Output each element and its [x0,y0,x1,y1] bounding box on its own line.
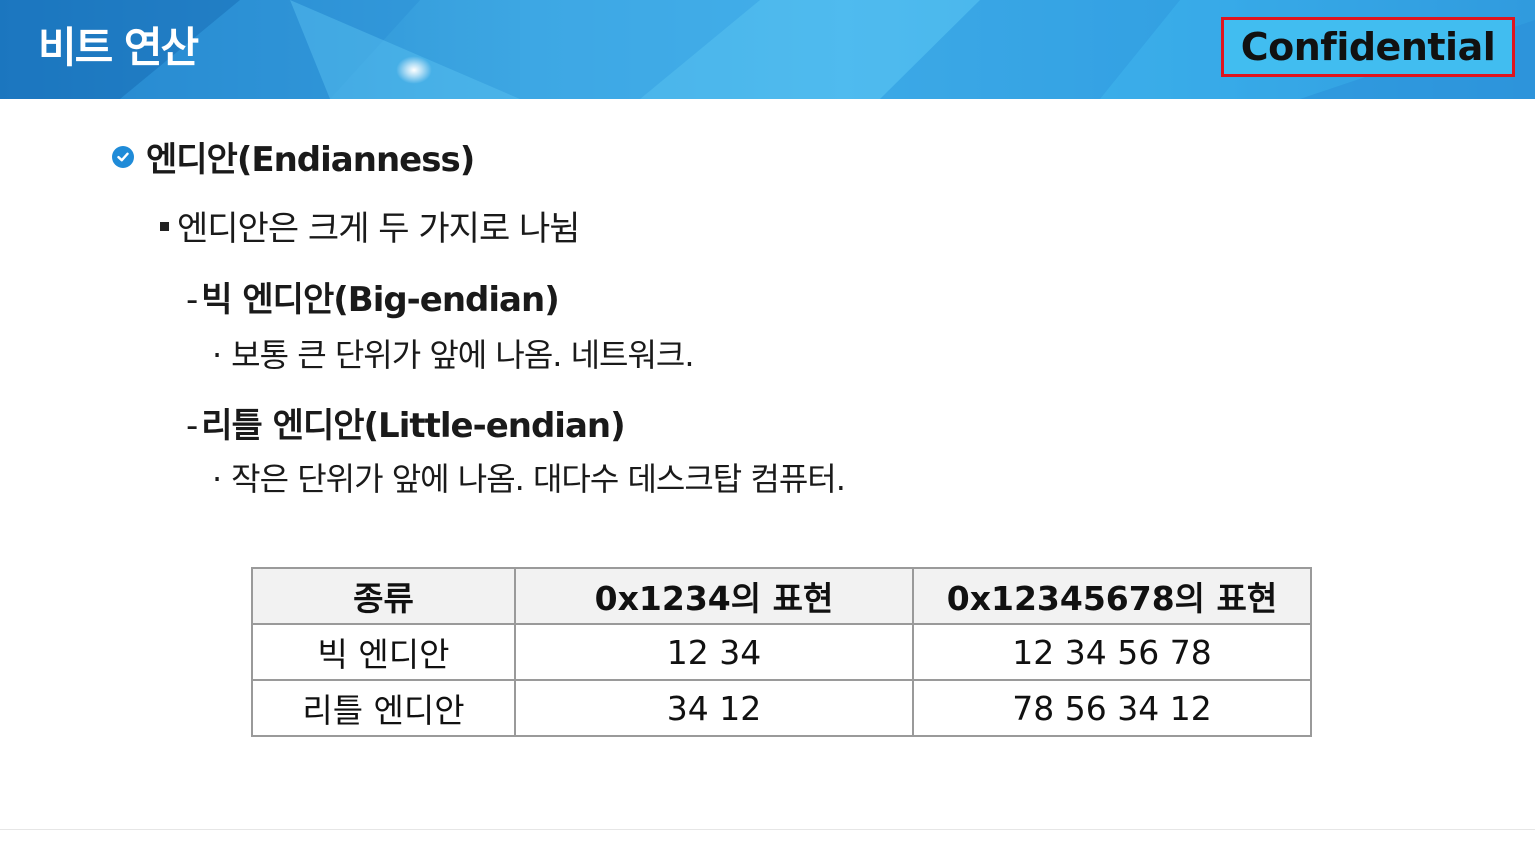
table-cell: 리틀 엔디안 [251,679,516,737]
dot-marker: · [212,336,222,374]
table-cell: 34 12 [514,679,914,737]
header-cell-0x12345678: 0x12345678의 표현 [912,567,1312,625]
little-endian-title: - 리틀 엔디안(Little-endian) [186,398,626,447]
table-row: 빅 엔디안 12 34 12 34 56 78 [251,623,1312,681]
dash-marker: - [186,406,198,446]
page-title: 비트 연산 [38,23,199,72]
table-cell: 12 34 56 78 [912,623,1312,681]
dot-marker: · [212,460,222,498]
square-bullet-icon [160,222,169,231]
table-cell: 12 34 [514,623,914,681]
big-endian-title-text: 빅 엔디안(Big-endian) [201,280,559,320]
big-endian-desc-text: 보통 큰 단위가 앞에 나옴. 네트워크. [231,336,694,374]
dash-marker: - [186,280,198,320]
header-cell-0x1234: 0x1234의 표현 [514,567,914,625]
table-cell: 78 56 34 12 [912,679,1312,737]
little-endian-title-text: 리틀 엔디안(Little-endian) [201,406,625,446]
big-endian-desc: · 보통 큰 단위가 앞에 나옴. 네트워크. [212,330,695,376]
intro-line: 엔디안은 크게 두 가지로 나뉨 [160,201,581,250]
header-cell-type: 종류 [251,567,516,625]
table-row: 리틀 엔디안 34 12 78 56 34 12 [251,679,1312,737]
table-header-row: 종류 0x1234의 표현 0x12345678의 표현 [251,567,1312,625]
endian-comparison-table: 종류 0x1234의 표현 0x12345678의 표현 빅 엔디안 12 34… [251,567,1312,737]
check-circle-icon [112,145,134,168]
little-endian-desc: · 작은 단위가 앞에 나옴. 대다수 데스크탑 컴퓨터. [212,454,846,500]
little-endian-desc-text: 작은 단위가 앞에 나옴. 대다수 데스크탑 컴퓨터. [231,460,846,498]
light-flare [396,56,432,84]
table-cell: 빅 엔디안 [251,623,516,681]
section-heading-text: 엔디안(Endianness) [146,140,475,180]
confidential-badge: Confidential [1221,17,1515,77]
intro-text: 엔디안은 크게 두 가지로 나뉨 [177,209,581,249]
section-heading: 엔디안(Endianness) [112,132,475,181]
footer-divider [0,829,1535,830]
big-endian-title: -빅 엔디안(Big-endian) [186,272,560,321]
header-banner: 비트 연산 Confidential [0,0,1535,99]
